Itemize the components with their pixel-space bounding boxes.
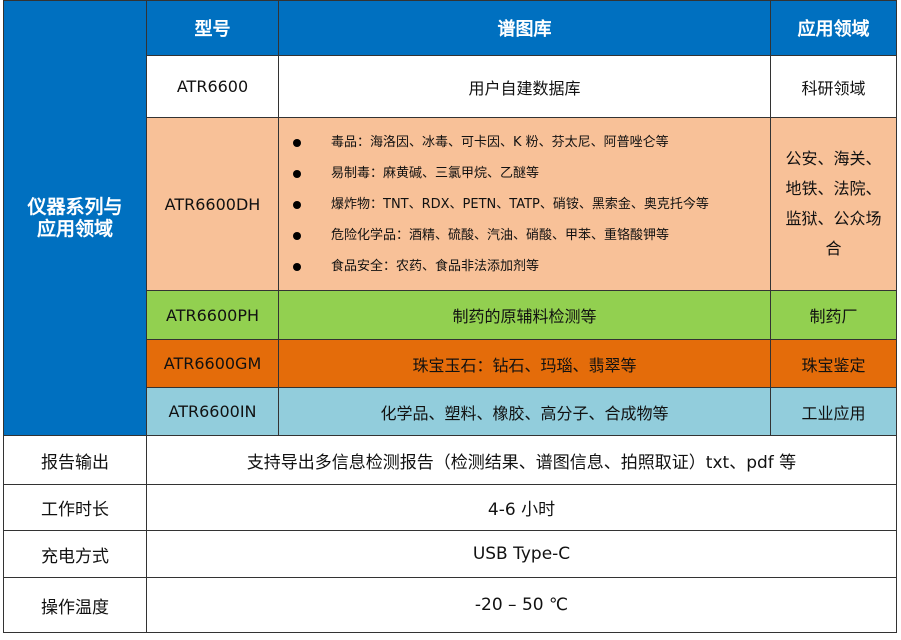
field-cell: 工业应用: [770, 387, 897, 436]
list-item: 爆炸物：TNT、RDX、PETN、TATP、硝铵、黑索金、奥克托今等: [291, 189, 770, 220]
header-model: 型号: [146, 0, 279, 56]
table-row: ATR6600PH 制药的原辅料检测等 制药厂: [3, 290, 897, 340]
field-cell: 公安、海关、地铁、法院、监狱、公众场合: [770, 117, 897, 291]
spec-label: 工作时长: [3, 484, 147, 531]
field-cell: 制药厂: [770, 290, 897, 340]
library-cell: 珠宝玉石：钻石、玛瑙、翡翠等: [278, 339, 771, 388]
table-row: ATR6600 用户自建数据库 科研领域: [3, 55, 897, 118]
series-title-text: 仪器系列与应用领域: [27, 196, 123, 240]
spec-table: 仪器系列与应用领域 型号 谱图库 应用领域 ATR6600 用户自建数据库 科研…: [3, 0, 897, 633]
spec-row: 报告输出 支持导出多信息检测报告（检测结果、谱图信息、拍照取证）txt、pdf …: [3, 435, 897, 485]
spec-row: 操作温度 -20 – 50 ℃: [3, 577, 897, 633]
series-title: 仪器系列与应用领域: [3, 0, 147, 436]
spec-value: 支持导出多信息检测报告（检测结果、谱图信息、拍照取证）txt、pdf 等: [146, 435, 897, 485]
model-cell: ATR6600GM: [146, 339, 279, 388]
library-list: 毒品：海洛因、冰毒、可卡因、K 粉、芬太尼、阿普唑仑等 易制毒：麻黄碱、三氯甲烷…: [279, 127, 770, 282]
model-cell: ATR6600DH: [146, 117, 279, 291]
field-text: 公安、海关、地铁、法院、监狱、公众场合: [785, 149, 882, 258]
spec-row: 充电方式 USB Type-C: [3, 530, 897, 578]
library-cell: 制药的原辅料检测等: [278, 290, 771, 340]
list-item: 毒品：海洛因、冰毒、可卡因、K 粉、芬太尼、阿普唑仑等: [291, 127, 770, 158]
model-cell: ATR6600IN: [146, 387, 279, 436]
model-cell: ATR6600: [146, 55, 279, 118]
spec-value: -20 – 50 ℃: [146, 577, 897, 633]
spec-label: 操作温度: [3, 577, 147, 633]
table-row: ATR6600IN 化学品、塑料、橡胶、高分子、合成物等 工业应用: [3, 387, 897, 436]
field-cell: 科研领域: [770, 55, 897, 118]
spec-value: 4-6 小时: [146, 484, 897, 531]
spec-label: 报告输出: [3, 435, 147, 485]
library-cell: 用户自建数据库: [278, 55, 771, 118]
library-cell: 化学品、塑料、橡胶、高分子、合成物等: [278, 387, 771, 436]
field-cell: 珠宝鉴定: [770, 339, 897, 388]
list-item: 危险化学品：酒精、硫酸、汽油、硝酸、甲苯、重铬酸钾等: [291, 220, 770, 251]
table-row: ATR6600DH 毒品：海洛因、冰毒、可卡因、K 粉、芬太尼、阿普唑仑等 易制…: [3, 117, 897, 291]
spec-value: USB Type-C: [146, 530, 897, 578]
spec-row: 工作时长 4-6 小时: [3, 484, 897, 531]
library-cell: 毒品：海洛因、冰毒、可卡因、K 粉、芬太尼、阿普唑仑等 易制毒：麻黄碱、三氯甲烷…: [278, 117, 771, 291]
spec-label: 充电方式: [3, 530, 147, 578]
header-field: 应用领域: [770, 0, 897, 56]
list-item: 易制毒：麻黄碱、三氯甲烷、乙醚等: [291, 158, 770, 189]
table-row: ATR6600GM 珠宝玉石：钻石、玛瑙、翡翠等 珠宝鉴定: [3, 339, 897, 388]
model-cell: ATR6600PH: [146, 290, 279, 340]
list-item: 食品安全：农药、食品非法添加剂等: [291, 251, 770, 282]
header-library: 谱图库: [278, 0, 771, 56]
